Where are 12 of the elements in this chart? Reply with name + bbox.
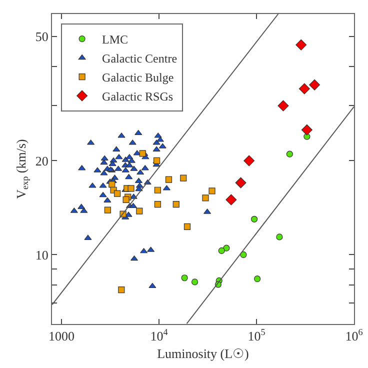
legend-label: Galactic Bulge	[102, 70, 174, 84]
x-tick-label: 10$^{4}$	[150, 327, 168, 344]
x-axis-title: Luminosity (L☉)	[157, 346, 249, 362]
y-tick-label: 50	[35, 29, 48, 44]
x-tick-label: 10$^{5}$	[248, 327, 266, 344]
legend-label: LMC	[102, 32, 128, 46]
x-tick-label: 10$^{6}$	[345, 327, 364, 344]
y-tick-label: 10	[35, 247, 48, 262]
y-tick-label: 20	[35, 153, 48, 168]
legend-label: Galactic RSGs	[102, 89, 174, 104]
legend-label: Galactic Centre	[102, 51, 178, 66]
x-tick-label: 1000	[48, 328, 74, 344]
